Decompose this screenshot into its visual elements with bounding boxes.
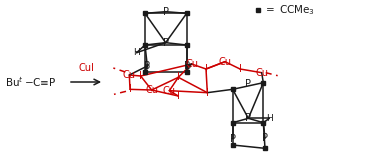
Bar — [263, 146, 267, 150]
Text: P: P — [144, 64, 150, 74]
Text: CuI: CuI — [78, 63, 94, 73]
Bar — [143, 11, 147, 15]
Text: P: P — [245, 113, 251, 123]
Text: I: I — [204, 64, 208, 74]
Text: I: I — [239, 64, 242, 74]
Text: I: I — [139, 71, 142, 81]
Text: H: H — [266, 114, 273, 123]
Text: Bu$^t$: Bu$^t$ — [5, 75, 24, 89]
Text: Cu: Cu — [185, 59, 198, 69]
Bar — [185, 11, 189, 15]
Text: P: P — [230, 134, 235, 144]
Text: Cu: Cu — [123, 70, 136, 80]
Text: Cu: Cu — [218, 57, 231, 67]
Text: Cu: Cu — [255, 68, 268, 78]
Text: Cu: Cu — [163, 86, 176, 96]
Bar — [256, 8, 260, 12]
Text: I: I — [206, 88, 209, 98]
Text: I: I — [129, 84, 132, 94]
Bar — [185, 43, 189, 47]
Text: H: H — [133, 48, 140, 57]
Text: I: I — [177, 72, 180, 82]
Bar — [231, 121, 235, 125]
Text: P: P — [184, 61, 190, 71]
Bar — [231, 87, 235, 91]
Text: P: P — [163, 38, 169, 48]
Bar — [262, 121, 265, 125]
Text: P: P — [245, 79, 251, 89]
Bar — [143, 70, 147, 74]
Text: P: P — [185, 64, 191, 74]
Bar — [231, 143, 235, 147]
Text: I: I — [177, 91, 180, 101]
Text: P: P — [262, 133, 268, 143]
Text: $=$ CCMe$_3$: $=$ CCMe$_3$ — [263, 3, 315, 17]
Bar — [262, 81, 265, 85]
Bar — [185, 70, 189, 74]
Text: P: P — [144, 61, 150, 71]
Text: $-$C≡P: $-$C≡P — [24, 76, 56, 88]
Text: Cu: Cu — [145, 85, 158, 95]
Bar — [143, 43, 147, 47]
Text: P: P — [163, 7, 169, 17]
